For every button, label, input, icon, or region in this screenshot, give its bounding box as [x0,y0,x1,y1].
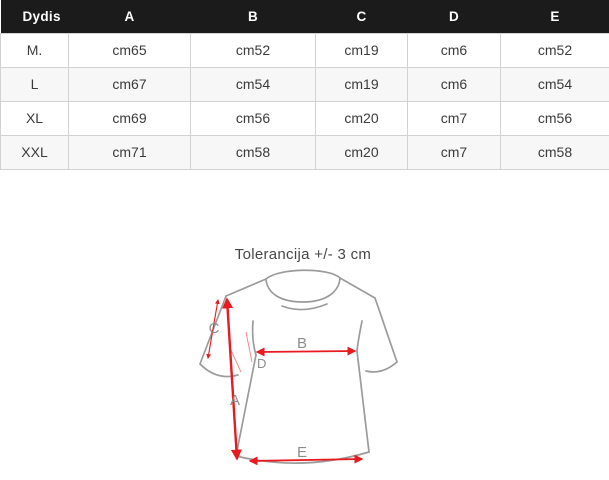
header-col-d: D [408,0,501,33]
value-cell: cm58 [191,135,316,169]
value-cell: cm56 [501,101,609,135]
collar-top [266,270,340,279]
right-sleeve-outer [375,298,397,362]
label-a: A [230,392,240,409]
size-table-header: Dydis A B C D E [1,0,609,33]
header-size-column: Dydis [1,0,69,33]
arrow-a-length [227,299,237,459]
body-right-edge [357,351,369,452]
value-cell: cm69 [69,101,191,135]
value-cell: cm7 [408,101,501,135]
tshirt-measurement-svg: Tolerancija +/- 3 cm [0,170,609,480]
header-col-a: A [69,0,191,33]
value-cell: cm20 [316,135,408,169]
table-row-m: M. cm65 cm52 cm19 cm6 cm52 [1,33,609,67]
table-row-l: L cm67 cm54 cm19 cm6 cm54 [1,67,609,101]
value-cell: cm67 [69,67,191,101]
value-cell: cm19 [316,67,408,101]
label-b: B [297,335,307,352]
tshirt-outline [200,270,397,463]
value-cell: cm6 [408,67,501,101]
right-shoulder [340,278,375,298]
label-e: E [297,444,307,461]
table-row-xxl: XXL cm71 cm58 cm20 cm7 cm58 [1,135,609,169]
size-cell: L [1,67,69,101]
value-cell: cm19 [316,33,408,67]
collar-bowl [266,278,340,302]
value-cell: cm20 [316,101,408,135]
measurement-labels: A B C D E [209,320,307,461]
right-armhole-seam [357,321,362,351]
left-shoulder [226,279,266,296]
value-cell: cm58 [501,135,609,169]
value-cell: cm56 [191,101,316,135]
header-col-c: C [316,0,408,33]
size-table: Dydis A B C D E M. cm65 cm52 cm19 cm6 cm… [0,0,609,170]
left-armhole-seam [253,321,256,355]
label-c: C [209,320,220,337]
value-cell: cm65 [69,33,191,67]
value-cell: cm7 [408,135,501,169]
measurement-arrows [208,299,362,461]
value-cell: cm71 [69,135,191,169]
size-cell: XXL [1,135,69,169]
value-cell: cm54 [501,67,609,101]
header-col-e: E [501,0,609,33]
size-cell: M. [1,33,69,67]
value-cell: cm52 [501,33,609,67]
right-sleeve-hem [366,362,397,372]
collar-stitch [282,304,327,310]
table-row-xl: XL cm69 cm56 cm20 cm7 cm56 [1,101,609,135]
value-cell: cm6 [408,33,501,67]
value-cell: cm54 [191,67,316,101]
value-cell: cm52 [191,33,316,67]
size-cell: XL [1,101,69,135]
tolerance-text: Tolerancija +/- 3 cm [235,246,371,263]
d-measure-line [246,332,252,362]
measurement-diagram: Tolerancija +/- 3 cm [0,170,609,480]
header-col-b: B [191,0,316,33]
label-d: D [257,356,266,371]
